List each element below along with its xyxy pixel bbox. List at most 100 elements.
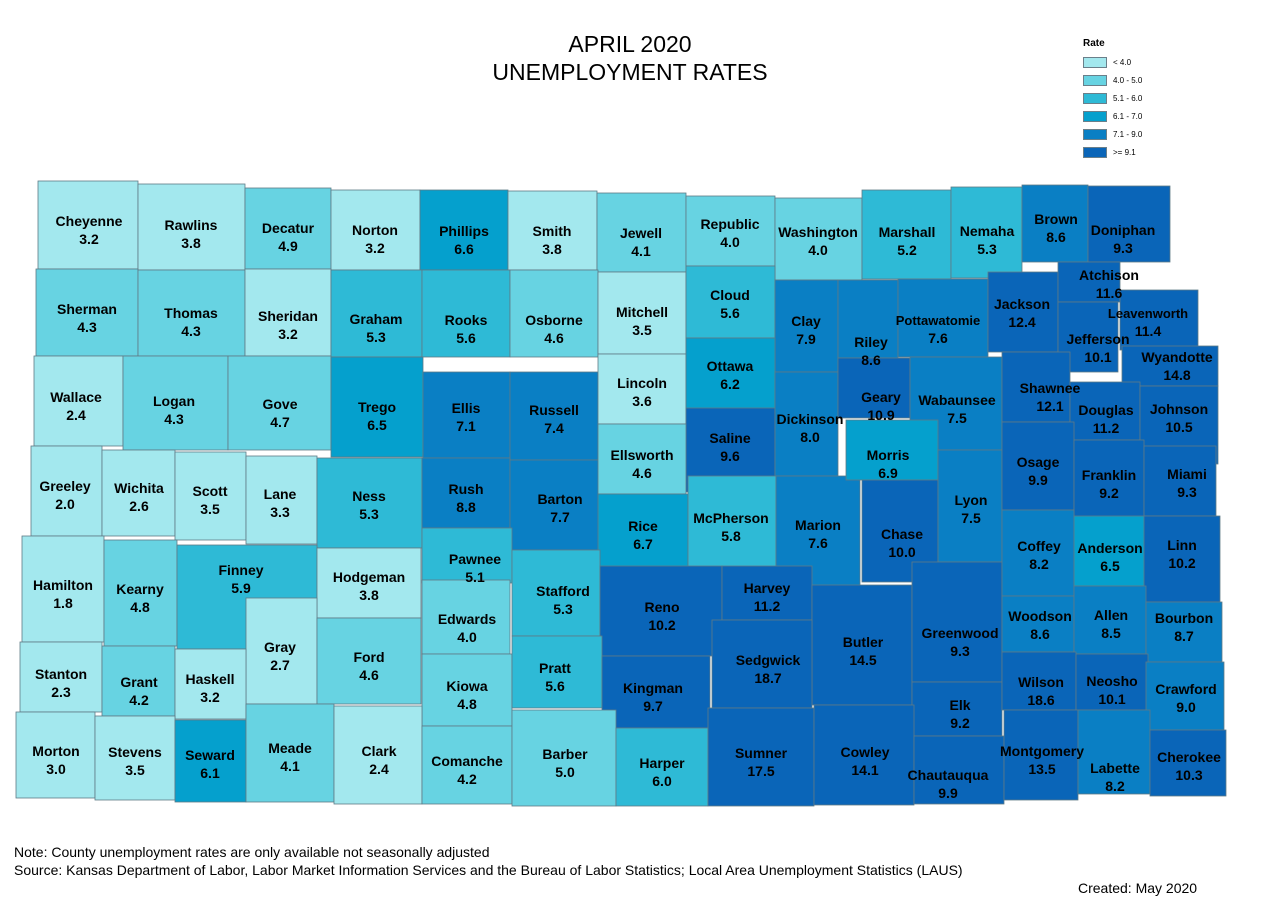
county-woodson xyxy=(1001,595,1075,653)
county-name-jefferson: Jefferson xyxy=(1066,331,1129,347)
county-name-anderson: Anderson xyxy=(1077,540,1142,556)
county-rate-bourbon: 8.7 xyxy=(1174,628,1194,644)
county-rate-edwards: 4.0 xyxy=(457,629,477,645)
county-comanche xyxy=(421,725,513,805)
county-name-marion: Marion xyxy=(795,517,841,533)
county-rate-jackson: 12.4 xyxy=(1008,314,1035,330)
county-name-crawford: Crawford xyxy=(1155,681,1216,697)
county-rate-comanche: 4.2 xyxy=(457,771,477,787)
legend-swatch xyxy=(1083,74,1107,86)
county-name-marshall: Marshall xyxy=(879,224,936,240)
county-name-decatur: Decatur xyxy=(262,220,315,236)
county-name-barton: Barton xyxy=(537,491,582,507)
county-name-meade: Meade xyxy=(268,740,312,756)
county-name-ellis: Ellis xyxy=(452,400,481,416)
county-coffey xyxy=(1001,509,1075,597)
county-riley xyxy=(837,279,899,359)
county-rate-harvey: 11.2 xyxy=(754,598,781,614)
county-name-johnson: Johnson xyxy=(1150,401,1208,417)
notes: Note: County unemployment rates are only… xyxy=(14,843,963,879)
legend-swatch xyxy=(1083,146,1107,158)
county-nemaha xyxy=(950,186,1023,279)
county-name-coffey: Coffey xyxy=(1017,538,1061,554)
county-rice xyxy=(597,493,689,569)
legend-item: 6.1 - 7.0 xyxy=(1083,107,1193,125)
legend-item: < 4.0 xyxy=(1083,53,1193,71)
county-name-barber: Barber xyxy=(542,746,588,762)
county-rate-trego: 6.5 xyxy=(367,417,387,433)
county-rooks xyxy=(421,269,511,358)
county-rate-haskell: 3.2 xyxy=(200,689,220,705)
county-rate-thomas: 4.3 xyxy=(181,323,201,339)
county-name-pratt: Pratt xyxy=(539,660,571,676)
legend-item: 5.1 - 6.0 xyxy=(1083,89,1193,107)
county-rate-rooks: 5.6 xyxy=(456,330,476,346)
county-name-wabaunsee: Wabaunsee xyxy=(918,392,995,408)
legend-swatch xyxy=(1083,110,1107,122)
county-logan xyxy=(122,355,229,451)
county-name-thomas: Thomas xyxy=(164,305,218,321)
county-rate-wichita: 2.6 xyxy=(129,498,149,514)
county-grant xyxy=(101,645,176,717)
county-trego xyxy=(330,356,424,458)
county-rate-clay: 7.9 xyxy=(796,331,816,347)
county-rate-clark: 2.4 xyxy=(369,761,389,777)
county-rate-dickinson: 8.0 xyxy=(800,429,820,445)
county-rate-graham: 5.3 xyxy=(366,329,386,345)
county-rush xyxy=(421,457,511,529)
county-rate-pawnee: 5.1 xyxy=(465,569,485,585)
county-harper xyxy=(615,727,709,807)
county-rate-nemaha: 5.3 xyxy=(977,241,997,257)
county-rate-ottawa: 6.2 xyxy=(720,376,740,392)
county-rate-kiowa: 4.8 xyxy=(457,696,477,712)
county-leavenworth xyxy=(1119,289,1199,351)
county-morris xyxy=(845,419,939,481)
county-rawlins xyxy=(137,183,246,271)
legend-label: < 4.0 xyxy=(1113,57,1132,67)
county-name-sumner: Sumner xyxy=(735,745,788,761)
legend-label: 5.1 - 6.0 xyxy=(1113,93,1143,103)
county-ellsworth xyxy=(597,423,687,495)
county-meade xyxy=(245,703,335,803)
county-rate-seward: 6.1 xyxy=(200,765,220,781)
county-name-greenwood: Greenwood xyxy=(921,625,998,641)
county-rate-pottawatomie: 7.6 xyxy=(928,330,948,346)
county-crawford xyxy=(1145,661,1225,731)
county-name-harvey: Harvey xyxy=(744,580,791,596)
county-name-stafford: Stafford xyxy=(536,583,590,599)
county-name-nemaha: Nemaha xyxy=(960,223,1015,239)
county-rate-barber: 5.0 xyxy=(555,764,575,780)
county-name-lyon: Lyon xyxy=(955,492,988,508)
county-chautauqua xyxy=(913,735,1005,805)
county-pawnee xyxy=(421,527,513,584)
county-name-jackson: Jackson xyxy=(994,296,1050,312)
county-name-lane: Lane xyxy=(264,486,297,502)
county-name-grant: Grant xyxy=(120,674,158,690)
county-rate-jewell: 4.1 xyxy=(631,243,651,259)
county-rate-norton: 3.2 xyxy=(365,240,385,256)
created-date: Created: May 2020 xyxy=(1078,880,1198,896)
county-norton xyxy=(330,189,421,271)
county-rate-douglas: 11.2 xyxy=(1093,420,1120,436)
county-rate-hodgeman: 3.8 xyxy=(359,587,379,603)
county-rate-cherokee: 10.3 xyxy=(1175,767,1202,783)
county-rate-washington: 4.0 xyxy=(808,242,828,258)
county-rate-mitchell: 3.5 xyxy=(632,322,652,338)
county-rate-smith: 3.8 xyxy=(542,241,562,257)
county-allen xyxy=(1073,585,1147,655)
county-rate-stanton: 2.3 xyxy=(51,684,71,700)
county-rate-osage: 9.9 xyxy=(1028,472,1048,488)
county-rate-brown: 8.6 xyxy=(1046,229,1066,245)
county-ford xyxy=(316,617,422,705)
county-lane xyxy=(245,455,318,545)
county-name-cheyenne: Cheyenne xyxy=(56,213,123,229)
county-name-labette: Labette xyxy=(1090,760,1140,776)
county-hamilton xyxy=(21,535,105,643)
county-rate-miami: 9.3 xyxy=(1177,484,1197,500)
county-name-woodson: Woodson xyxy=(1008,608,1072,624)
county-name-hamilton: Hamilton xyxy=(33,577,93,593)
legend-item: >= 9.1 xyxy=(1083,143,1193,161)
county-name-wyandotte: Wyandotte xyxy=(1141,349,1213,365)
county-name-rice: Rice xyxy=(628,518,658,534)
county-name-kearny: Kearny xyxy=(116,581,164,597)
